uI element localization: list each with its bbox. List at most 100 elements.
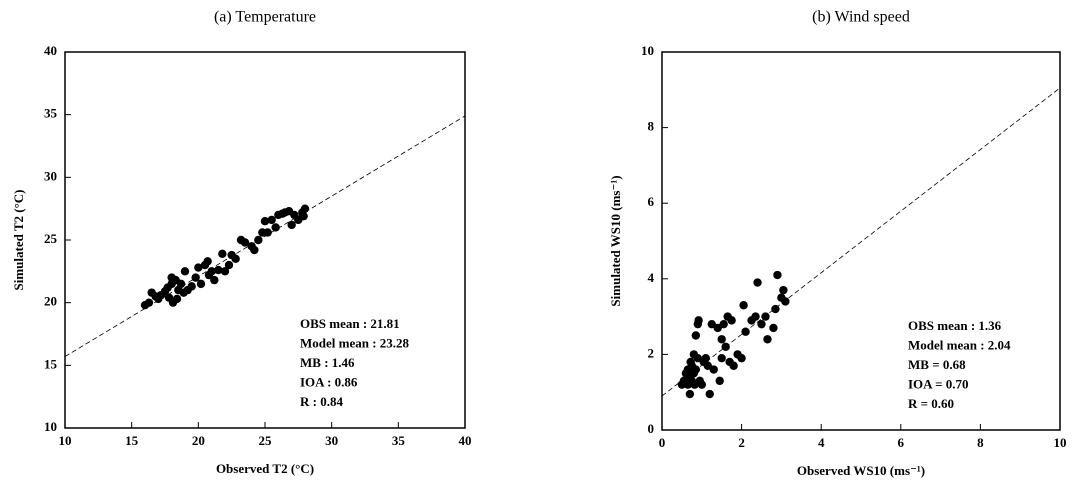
x-tick-label: 10: [1054, 435, 1067, 450]
y-tick-label: 8: [648, 119, 655, 134]
y-tick-label: 40: [44, 43, 57, 58]
point: [703, 361, 712, 370]
point: [176, 279, 186, 289]
point: [705, 389, 714, 399]
stat-annotation: OBS mean : 21.81: [300, 316, 400, 331]
point: [761, 312, 770, 321]
stat-annotation: IOA : 0.86: [300, 374, 358, 389]
point: [751, 312, 760, 321]
point: [694, 316, 703, 325]
point: [224, 260, 234, 270]
point: [717, 335, 726, 344]
y-tick-label: 35: [44, 106, 58, 121]
point: [180, 267, 190, 276]
stat-annotation: Model mean : 2.04: [908, 337, 1011, 352]
y-tick-label: 6: [648, 194, 655, 209]
point: [697, 380, 706, 389]
fit-line: [64, 115, 466, 357]
x-tick-label: 35: [392, 433, 406, 448]
point: [220, 267, 230, 276]
point: [741, 327, 750, 336]
point: [214, 265, 223, 275]
point: [300, 204, 310, 213]
point: [737, 353, 746, 363]
point: [701, 353, 710, 363]
point: [773, 270, 782, 280]
x-tick-label: 15: [125, 433, 139, 448]
point: [287, 220, 296, 230]
point: [194, 263, 203, 272]
point: [254, 235, 263, 245]
point: [231, 254, 240, 263]
x-axis-label: Observed T2 (°C): [216, 461, 314, 476]
point: [719, 319, 728, 329]
y-tick-label: 20: [44, 294, 57, 309]
point: [729, 361, 738, 370]
y-axis-label: Simulated T2 (°C): [11, 189, 26, 290]
y-tick-label: 0: [648, 421, 655, 436]
stat-annotation: MB : 1.46: [300, 355, 355, 370]
x-tick-label: 0: [659, 435, 666, 450]
plot-frame: [661, 51, 1061, 431]
point: [191, 273, 200, 282]
x-tick-label: 8: [977, 435, 984, 450]
point: [715, 376, 724, 386]
point: [207, 267, 216, 276]
point: [263, 228, 272, 237]
x-tick-label: 25: [259, 433, 273, 448]
y-tick-label: 30: [44, 168, 57, 183]
x-tick-label: 4: [818, 435, 825, 450]
point: [210, 275, 219, 285]
point: [685, 389, 695, 399]
y-tick-label: 2: [648, 345, 655, 360]
point: [739, 301, 748, 310]
point: [267, 215, 276, 225]
stat-annotation: Model mean : 23.28: [300, 335, 410, 350]
x-axis-label: Observed WS10 (ms⁻¹): [797, 463, 925, 478]
stat-annotation: R : 0.84: [300, 394, 343, 409]
x-tick-label: 20: [192, 433, 205, 448]
stat-annotation: R = 0.60: [908, 396, 954, 411]
x-tick-label: 10: [59, 433, 72, 448]
point: [727, 316, 736, 325]
point: [691, 331, 701, 340]
y-tick-label: 4: [648, 270, 655, 285]
point: [187, 282, 196, 291]
point: [271, 223, 280, 232]
x-tick-label: 30: [325, 433, 338, 448]
point: [218, 249, 227, 258]
panel-title: (b) Wind speed: [812, 9, 910, 26]
stat-annotation: OBS mean : 1.36: [908, 318, 1002, 333]
point: [707, 319, 716, 329]
plot-frame: [64, 51, 466, 429]
point: [693, 353, 703, 363]
y-tick-label: 25: [44, 231, 58, 246]
point: [240, 238, 250, 247]
point: [299, 211, 308, 221]
point: [250, 245, 259, 255]
panel-title: (a) Temperature: [214, 9, 316, 26]
stat-annotation: IOA = 0.70: [908, 376, 969, 391]
point: [144, 298, 154, 307]
point: [260, 217, 270, 226]
point: [721, 342, 730, 352]
point: [753, 278, 762, 287]
point: [771, 304, 780, 314]
y-tick-label: 15: [44, 356, 58, 371]
point: [717, 353, 726, 363]
point: [691, 365, 701, 374]
x-tick-label: 2: [738, 435, 745, 450]
point: [763, 335, 772, 344]
point: [203, 257, 212, 266]
x-tick-label: 40: [459, 433, 472, 448]
point: [757, 319, 766, 329]
point: [769, 323, 778, 333]
point: [781, 297, 790, 306]
y-tick-label: 10: [44, 419, 57, 434]
stat-annotation: MB = 0.68: [908, 357, 966, 372]
point: [196, 279, 206, 289]
point: [713, 323, 722, 333]
y-tick-label: 10: [641, 43, 654, 58]
